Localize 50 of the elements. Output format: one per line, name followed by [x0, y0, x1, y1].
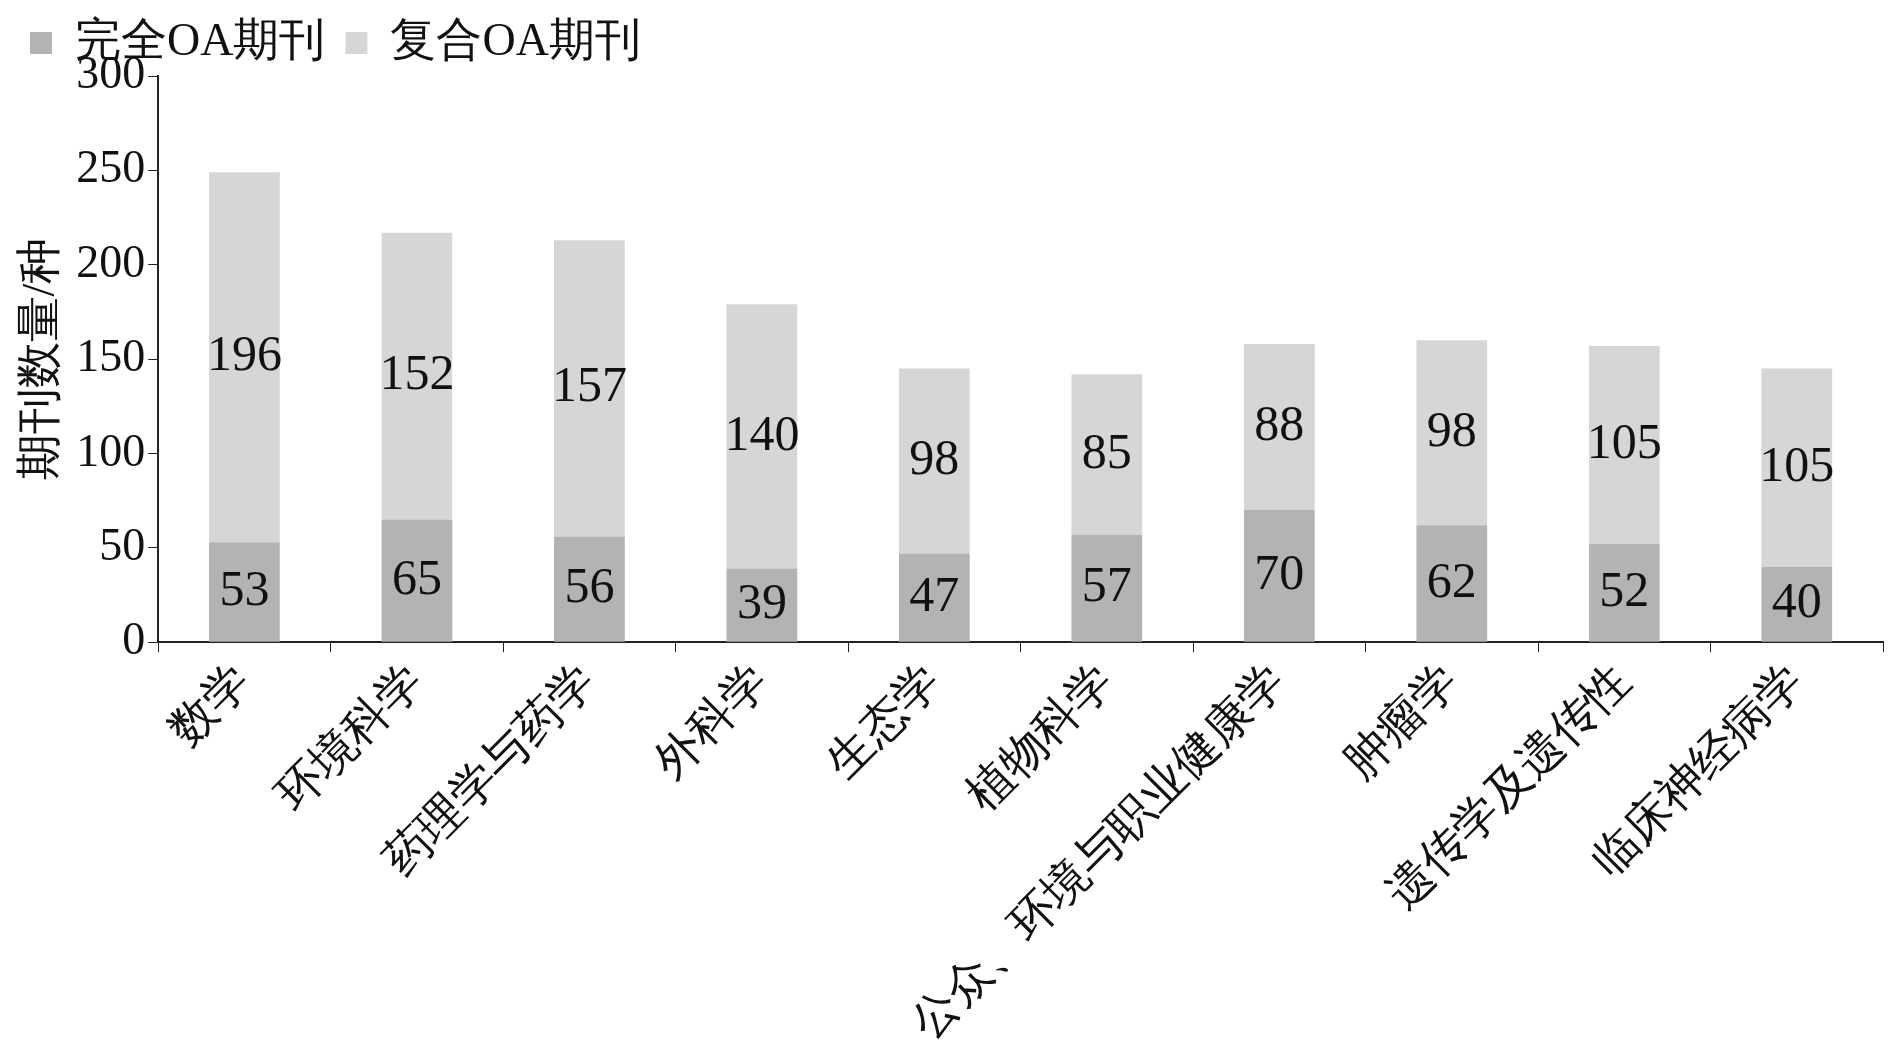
- data-label: 40: [1771, 572, 1822, 629]
- data-label: 57: [1081, 556, 1132, 613]
- data-label: 98: [909, 429, 960, 486]
- bar: [1243, 510, 1315, 642]
- data-label: 140: [724, 404, 800, 461]
- bar: [1588, 345, 1660, 545]
- bar: [209, 172, 280, 543]
- x-tick-label: 外科学: [643, 654, 778, 788]
- bar: [209, 542, 280, 642]
- y-tick-label: 100: [76, 424, 146, 476]
- y-tick-label: 50: [99, 518, 146, 570]
- data-label: 105: [1759, 435, 1835, 492]
- data-label: 39: [736, 573, 787, 630]
- bar: [899, 368, 970, 554]
- bar: [1071, 534, 1143, 642]
- bar: [554, 536, 625, 642]
- y-axis-title: 期刊数量/种: [12, 237, 64, 481]
- bar: [381, 232, 453, 520]
- x-tick-label: 肿瘤学: [1333, 654, 1468, 788]
- y-tick-label: 200: [76, 235, 146, 287]
- data-label: 65: [391, 548, 442, 605]
- bar: [554, 240, 625, 537]
- legend-label: 复合OA期刊: [390, 14, 641, 66]
- data-label: 85: [1081, 422, 1132, 479]
- data-label: 56: [564, 557, 615, 614]
- data-label: 196: [206, 325, 282, 382]
- bar: [1588, 544, 1660, 642]
- data-label: 157: [551, 356, 627, 413]
- y-tick-label: 0: [122, 613, 146, 665]
- bar: [1071, 374, 1143, 535]
- data-label: 98: [1426, 400, 1477, 457]
- bar: [1416, 525, 1488, 642]
- bar: [381, 519, 453, 642]
- bar: [1243, 343, 1315, 511]
- x-tick-label: 数学: [158, 654, 261, 756]
- y-tick-label: 250: [76, 141, 146, 193]
- bar: [1416, 340, 1488, 526]
- data-label: 52: [1599, 560, 1650, 617]
- data-label: 47: [909, 565, 960, 622]
- data-label: 62: [1426, 551, 1477, 608]
- data-label: 105: [1586, 413, 1662, 470]
- data-label: 70: [1254, 543, 1305, 600]
- bar: [899, 553, 970, 642]
- data-label: 88: [1254, 395, 1305, 452]
- x-tick-label: 生态学: [816, 654, 950, 788]
- data-label: 53: [219, 560, 270, 617]
- bar: [726, 304, 798, 569]
- bar: [1761, 368, 1833, 567]
- y-tick-label: 150: [76, 330, 146, 382]
- data-label: 152: [379, 344, 455, 401]
